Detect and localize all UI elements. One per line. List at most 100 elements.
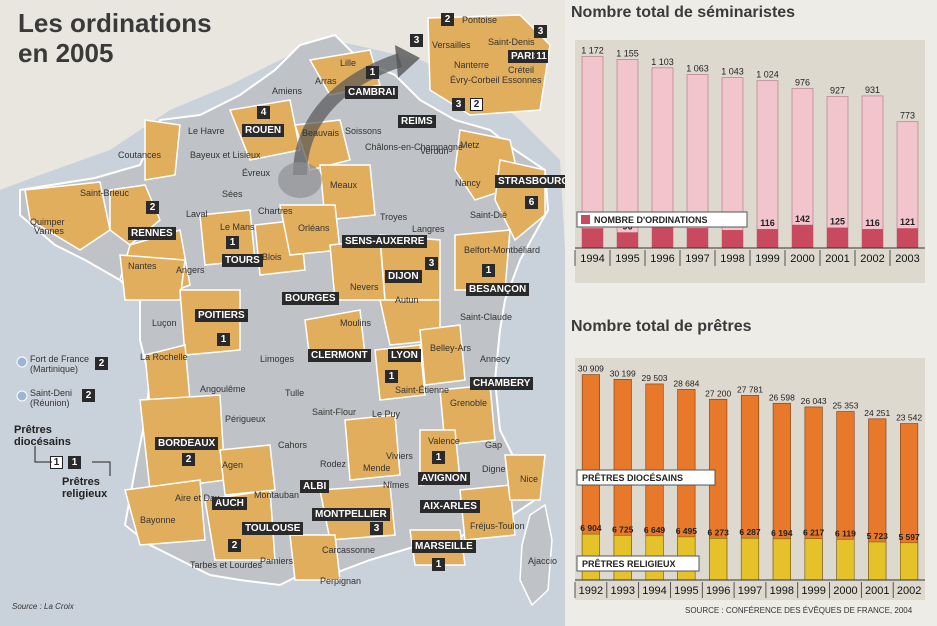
chart1-value-label-0: 1 172 bbox=[581, 46, 604, 56]
city-label-4: Beauvais bbox=[302, 128, 340, 138]
paris-region-highlight bbox=[278, 162, 322, 198]
chart2-religieux-bar-10 bbox=[900, 542, 919, 581]
chart2-inner-label-2: 6 649 bbox=[644, 525, 666, 535]
city-label-48: Rodez bbox=[320, 459, 347, 469]
reunion-line2: (Réunion) bbox=[30, 398, 70, 408]
city-label-64: Pontoise bbox=[462, 15, 498, 25]
chart2-value-label-1: 30 199 bbox=[610, 368, 636, 378]
city-label-3: Le Havre bbox=[188, 126, 225, 136]
chart2-religieux-bar-4 bbox=[709, 538, 728, 581]
martinique-value: 2 bbox=[95, 357, 108, 370]
map-title-line1: Les ordinations bbox=[18, 8, 212, 38]
chart1-bar-6 bbox=[791, 88, 814, 249]
diocese-value-1: 1 bbox=[366, 66, 379, 79]
chart1-tick-9: 2003 bbox=[895, 253, 919, 265]
zoom-arrow bbox=[293, 53, 403, 176]
legend-religieux-line2: religieux bbox=[62, 488, 108, 500]
chart2-value-label-8: 25 353 bbox=[832, 401, 858, 411]
legend-religieux: Prêtres religieux bbox=[62, 476, 107, 500]
city-label-13: Nancy bbox=[455, 178, 481, 188]
diocese-label-13: CHAMBERY bbox=[470, 377, 534, 390]
city-label-10: Châlons-en-Champagne bbox=[365, 142, 464, 152]
diocese-label-7: DIJON bbox=[385, 270, 422, 283]
city-label-31: Saint-Claude bbox=[460, 312, 513, 322]
diocese-label-17: MONTPELLIER bbox=[312, 508, 390, 521]
diocese-label-18: AVIGNON bbox=[418, 472, 470, 485]
chart2-legend-label-2: PRÊTRES RELIGIEUX bbox=[582, 558, 676, 569]
zoom-arrow-head bbox=[395, 45, 420, 78]
chart1-legend-box bbox=[576, 211, 748, 228]
city-label-28: Belfort-Montbéliard bbox=[464, 245, 541, 255]
diocese-label-19: AIX-ARLES bbox=[420, 500, 480, 513]
city-label-51: Digne bbox=[482, 464, 506, 474]
diocese-label-1: CAMBRAI bbox=[345, 86, 399, 99]
diocese-label-3: STRASBOURG bbox=[495, 175, 573, 188]
diocese-label-16: ALBI bbox=[300, 480, 330, 493]
chart2-legend-box-1 bbox=[576, 469, 716, 486]
map-source: Source : La Croix bbox=[12, 602, 74, 611]
chart1-value-label-5: 1 024 bbox=[756, 70, 779, 80]
legend-diocesains: Prêtres diocésains bbox=[14, 424, 71, 448]
region-angers-nantes bbox=[119, 254, 186, 301]
diocese-label-21: MARSEILLE bbox=[412, 540, 476, 553]
city-label-15: Quimper bbox=[30, 217, 65, 227]
city-label-49: Mende bbox=[363, 463, 391, 473]
chart1-ordination-bar-6 bbox=[792, 224, 813, 248]
city-label-42: Périgueux bbox=[225, 414, 266, 424]
chart1-legend-label: NOMBRE D'ORDINATIONS bbox=[594, 215, 707, 225]
region-mende bbox=[344, 414, 401, 481]
city-label-6: Coutances bbox=[118, 150, 162, 160]
city-label-25: Angers bbox=[176, 265, 205, 275]
diocese-label-2: REIMS bbox=[398, 115, 436, 128]
chart2-inner-label-4: 6 273 bbox=[708, 527, 730, 537]
legend-religieux-line1: Prêtres bbox=[62, 476, 100, 488]
diocese-label-12: LYON bbox=[388, 349, 421, 362]
chart1-tick-2: 1996 bbox=[650, 253, 674, 265]
chart1-value-label-2: 1 103 bbox=[651, 57, 674, 67]
diocese-label-6: SENS-AUXERRE bbox=[342, 235, 428, 248]
chart1-value-label-7: 927 bbox=[830, 86, 845, 96]
chart2-tick-6: 1998 bbox=[770, 585, 794, 597]
diocese-value-4: 2 bbox=[146, 201, 159, 214]
city-label-61: Pamiers bbox=[260, 556, 294, 566]
city-label-37: Tulle bbox=[285, 388, 305, 398]
city-label-32: Moulins bbox=[340, 318, 372, 328]
city-label-19: Chartres bbox=[258, 206, 293, 216]
chart1-tick-8: 2002 bbox=[860, 253, 884, 265]
city-label-52: Agen bbox=[222, 460, 244, 470]
city-label-60: Tarbes et Lourdes bbox=[190, 560, 263, 570]
chart1-inner-label-7: 125 bbox=[830, 217, 845, 227]
city-label-59: Carcassonne bbox=[322, 545, 376, 555]
chart1-ordination-bar-2 bbox=[652, 227, 673, 248]
legend-diocesains-line1: Prêtres bbox=[14, 424, 52, 436]
city-label-54: Nîmes bbox=[383, 480, 410, 490]
chart1-inner-label-9: 121 bbox=[900, 217, 915, 227]
chart1-value-label-6: 976 bbox=[795, 78, 810, 88]
diocese-value-0: 4 bbox=[257, 106, 270, 119]
chart2-legend-label-1: PRÊTRES DIOCÉSAINS bbox=[582, 472, 683, 483]
chart1-value-label-4: 1 043 bbox=[721, 67, 744, 77]
chart2-value-label-10: 23 542 bbox=[896, 413, 922, 423]
idf-value-creteil: 2 bbox=[470, 98, 483, 111]
martinique-line1: Fort de France bbox=[30, 354, 90, 364]
diocese-label-4: RENNES bbox=[128, 227, 176, 240]
city-label-21: Troyes bbox=[380, 212, 408, 222]
chart2-value-label-5: 27 781 bbox=[737, 384, 763, 394]
city-label-14: Saint-Brieuc bbox=[80, 188, 130, 198]
region-frejus bbox=[459, 484, 516, 541]
city-label-62: Perpignan bbox=[320, 576, 362, 586]
chart-source: SOURCE : CONFÉRENCE DES ÉVÊQUES DE FRANC… bbox=[685, 606, 913, 615]
city-label-50: Viviers bbox=[386, 451, 413, 461]
city-label-56: Aire et Dax bbox=[175, 493, 220, 503]
chart2-value-label-3: 28 684 bbox=[673, 378, 699, 388]
city-label-17: Laval bbox=[186, 209, 208, 219]
diocese-label-9: POITIERS bbox=[195, 309, 248, 322]
diocese-label-22: PARIS bbox=[508, 50, 544, 63]
chart2-tick-5: 1997 bbox=[738, 585, 762, 597]
region-nice bbox=[504, 454, 546, 501]
chart1-ordination-bar-5 bbox=[757, 229, 778, 248]
idf-value-saint_denis: 3 bbox=[534, 25, 547, 38]
city-label-0: Lille bbox=[340, 58, 357, 68]
city-label-18: Le Mans bbox=[220, 222, 255, 232]
